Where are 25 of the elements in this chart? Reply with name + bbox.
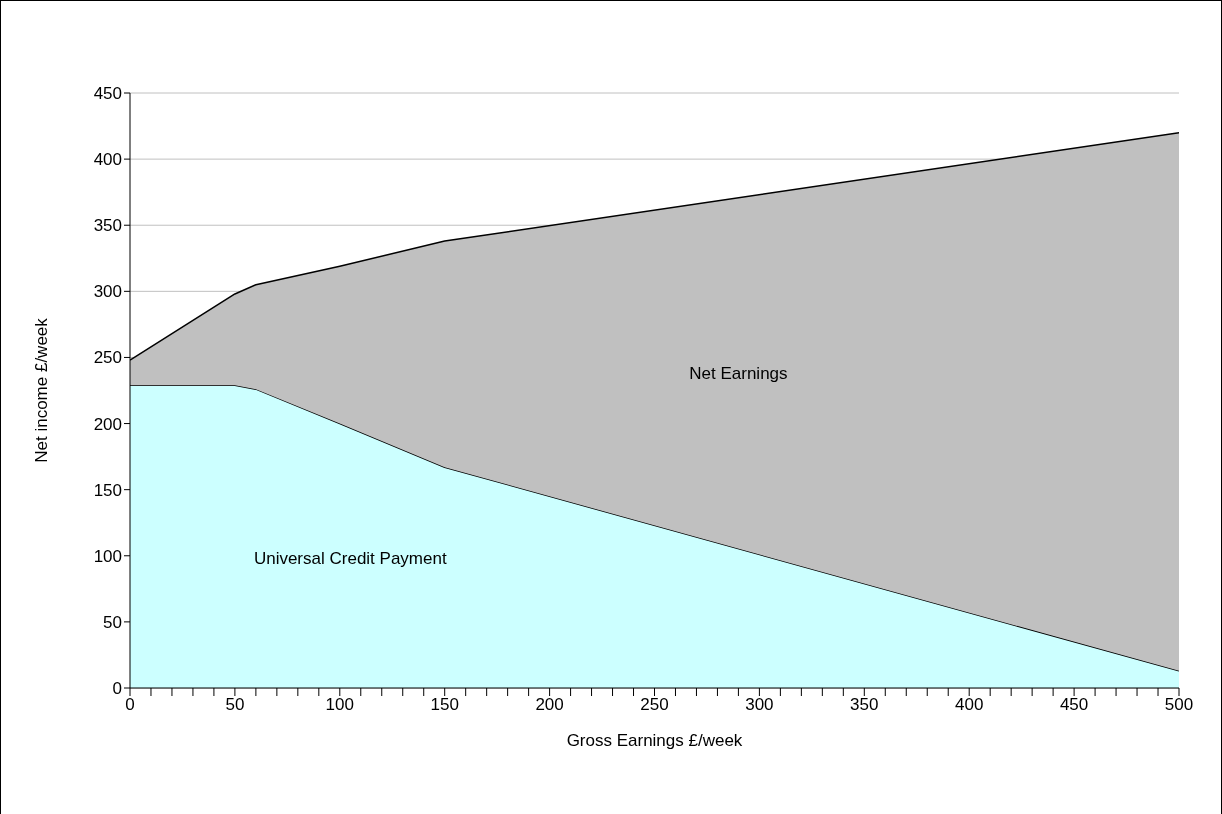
- y-tick-label: 200: [93, 414, 122, 434]
- x-tick-label: 0: [125, 695, 135, 715]
- series-label: Net Earnings: [689, 364, 788, 384]
- y-tick-label: 0: [112, 679, 122, 699]
- x-tick-label: 100: [325, 695, 354, 715]
- y-tick-label: 50: [103, 612, 122, 632]
- x-tick-label: 150: [430, 695, 459, 715]
- x-tick-label: 300: [745, 695, 774, 715]
- x-tick-label: 400: [955, 695, 984, 715]
- x-tick-label: 50: [225, 695, 245, 715]
- y-tick-label: 400: [93, 150, 122, 170]
- x-tick-label: 350: [850, 695, 879, 715]
- y-tick-label: 100: [93, 546, 122, 566]
- y-tick-label: 350: [93, 216, 122, 236]
- y-tick-label: 300: [93, 282, 122, 302]
- y-tick-label: 250: [93, 348, 122, 368]
- y-tick-label: 150: [93, 480, 122, 500]
- y-axis-title: Net income £/week: [32, 317, 52, 463]
- x-tick-label: 450: [1059, 695, 1089, 715]
- x-tick-label: 500: [1164, 695, 1194, 715]
- x-axis-title: Gross Earnings £/week: [566, 731, 743, 750]
- y-tick-label: 450: [93, 84, 122, 104]
- x-tick-label: 200: [535, 695, 564, 715]
- x-tick-label: 250: [640, 695, 669, 715]
- series-label: Universal Credit Payment: [253, 548, 447, 568]
